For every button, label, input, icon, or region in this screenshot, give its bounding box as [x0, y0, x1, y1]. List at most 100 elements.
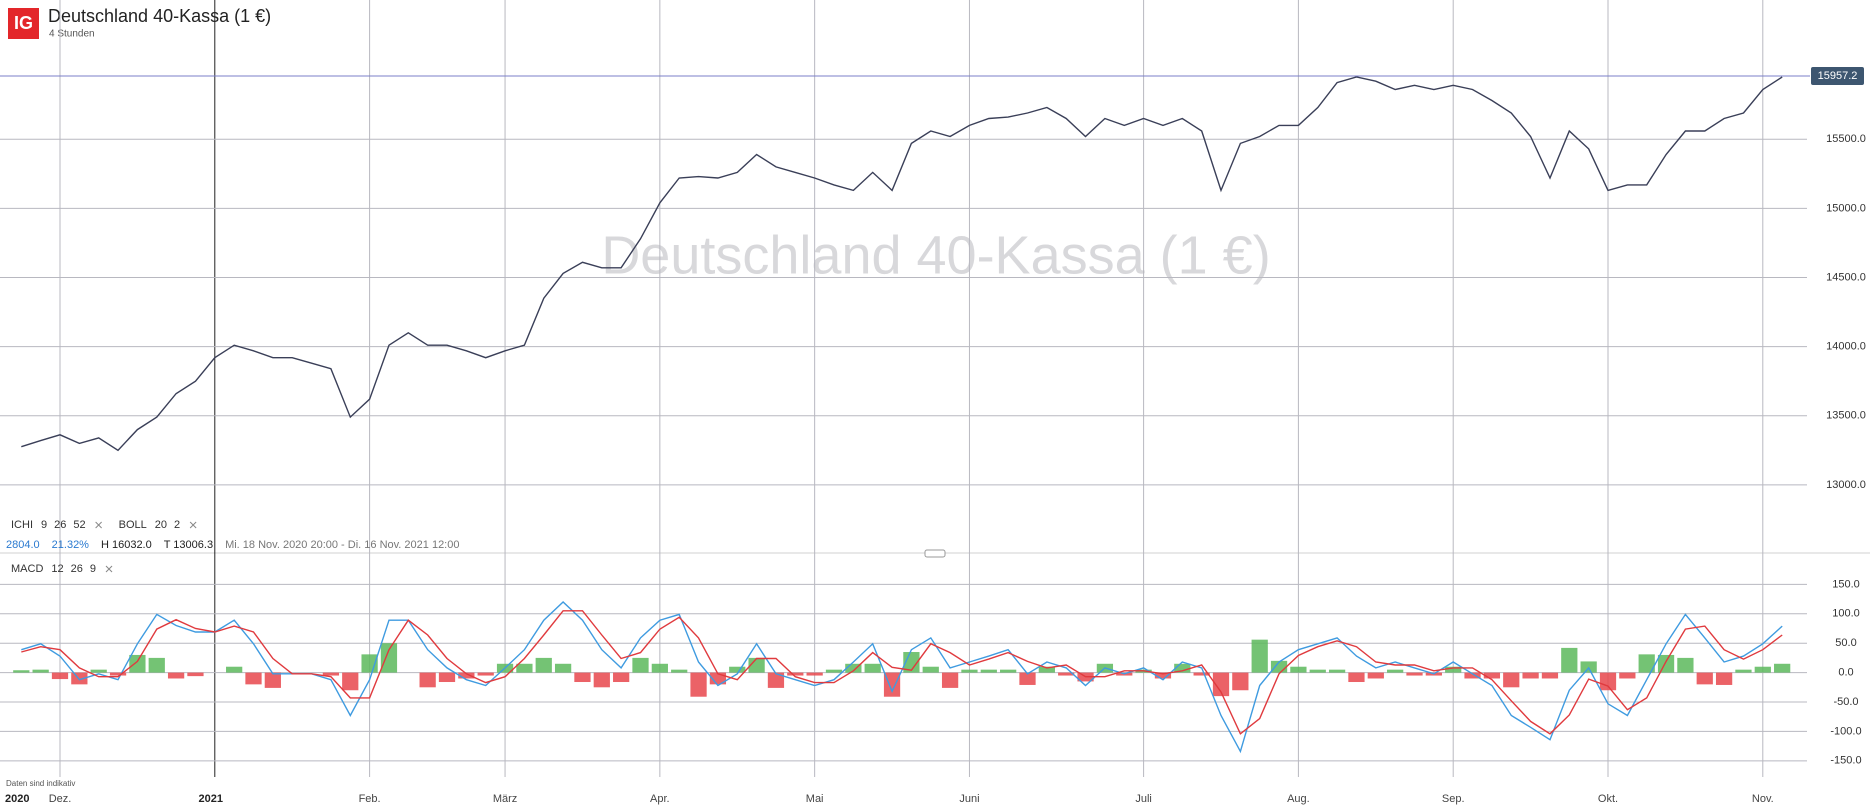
histogram-bar	[690, 672, 707, 697]
x-tick-label: März	[493, 793, 517, 805]
histogram-bar	[1619, 672, 1636, 679]
histogram-bar	[729, 666, 746, 673]
histogram-bar	[613, 672, 630, 683]
histogram-bar	[1251, 639, 1268, 673]
histogram-bar	[1270, 660, 1288, 673]
histogram-bar	[1058, 672, 1075, 676]
y-tick-label: 15000.0	[1826, 202, 1866, 214]
chart-subtitle: 4 Stunden	[49, 29, 95, 40]
histogram-bar	[129, 654, 146, 673]
indicator-name: MACD	[11, 563, 43, 575]
histogram-bar	[1445, 666, 1462, 673]
histogram-bar	[709, 672, 727, 685]
indicator-param: 52	[73, 519, 85, 531]
note: Daten sind indikativ	[6, 779, 75, 788]
y-tick-label: 14000.0	[1826, 341, 1866, 353]
y-tick-label: 14500.0	[1826, 271, 1866, 283]
info-text: Mi. 18 Nov. 2020 20:00 - Di. 16 Nov. 202…	[225, 539, 459, 551]
indicator-param: 9	[41, 519, 47, 531]
close-line	[95, 521, 102, 529]
histogram-bar	[864, 663, 881, 673]
histogram-bar	[1174, 663, 1191, 673]
histogram-bar	[651, 663, 668, 673]
histogram-bar	[477, 672, 494, 676]
histogram-bar	[961, 669, 978, 673]
histogram-bar	[1154, 672, 1172, 679]
histogram-bar	[1367, 672, 1384, 679]
x-tick-label: Dez.	[49, 793, 72, 805]
histogram-bar	[1290, 666, 1307, 673]
histogram-bar	[516, 663, 533, 673]
histogram-bar	[438, 672, 456, 683]
histogram-bar	[825, 669, 843, 673]
histogram-bar	[1561, 647, 1578, 673]
indicator-param: 20	[155, 519, 167, 531]
histogram-bar	[167, 672, 185, 679]
histogram-bar	[632, 657, 649, 673]
x-tick-label: Apr.	[650, 793, 670, 805]
last-price-label: 15957.2	[1818, 70, 1858, 82]
histogram-bar	[342, 672, 359, 691]
histogram-bar	[1193, 672, 1210, 676]
histogram-bar	[593, 672, 610, 688]
y-tick-label: 15500.0	[1826, 133, 1866, 145]
histogram-bar	[51, 672, 69, 680]
line	[21, 76, 1783, 452]
x-tick-label: Nov.	[1752, 793, 1774, 805]
histogram-bar	[554, 663, 572, 673]
histogram-bar	[922, 666, 939, 673]
histogram-bar	[1309, 669, 1326, 673]
histogram-bar	[1599, 672, 1617, 691]
histogram-bar	[322, 672, 340, 676]
close-icon[interactable]	[189, 521, 197, 529]
y-tick-label: 100.0	[1832, 608, 1860, 620]
close-icon[interactable]	[105, 565, 113, 573]
indicator-param: 12	[51, 563, 63, 575]
histogram-bar	[1387, 669, 1404, 673]
info-text: H 16032.0	[101, 539, 152, 551]
histogram-bar	[148, 657, 165, 673]
histogram-bar	[1735, 669, 1752, 673]
info-text: 2804.0	[6, 539, 40, 551]
histogram-bar	[187, 672, 204, 677]
x-tick-label: Aug.	[1287, 793, 1310, 805]
indicator-param: 9	[90, 563, 96, 575]
histogram-bar	[883, 672, 901, 697]
y-tick-label: -50.0	[1833, 696, 1858, 708]
logo-text: IG	[14, 13, 33, 33]
histogram-bar	[574, 672, 591, 683]
info-text: 21.32%	[52, 539, 90, 551]
x-tick-label: Mai	[806, 793, 824, 805]
resize-handle[interactable]	[924, 549, 946, 558]
last-price-box	[1811, 67, 1864, 86]
indicator-name: ICHI	[11, 519, 33, 531]
info-text: T 13006.3	[164, 539, 213, 551]
histogram-bar	[1406, 672, 1423, 676]
y-tick-label: 150.0	[1832, 578, 1860, 590]
y-tick-label: 13500.0	[1826, 410, 1866, 422]
histogram-bar	[806, 672, 823, 676]
histogram-bar	[1522, 672, 1539, 679]
histogram-bar	[787, 672, 804, 676]
histogram-bar	[767, 672, 785, 688]
close-line	[189, 521, 197, 529]
histogram-bar	[1464, 672, 1481, 679]
histogram-bar	[109, 672, 127, 676]
histogram-bar	[1774, 663, 1791, 673]
indicator-param: 2	[174, 519, 180, 531]
y-tick-label: 50.0	[1835, 637, 1856, 649]
histogram-bar	[1328, 669, 1346, 673]
histogram-bar	[1638, 654, 1655, 673]
histogram-bar	[71, 672, 88, 685]
histogram-bar	[32, 669, 49, 673]
logo	[8, 8, 39, 39]
close-line	[105, 565, 113, 573]
histogram-bar	[226, 666, 243, 673]
histogram-bar	[1019, 672, 1036, 685]
histogram-bar	[1541, 672, 1559, 679]
close-icon[interactable]	[95, 521, 102, 529]
x-tick-label: 2021	[199, 793, 223, 805]
histogram-bar	[845, 663, 862, 673]
